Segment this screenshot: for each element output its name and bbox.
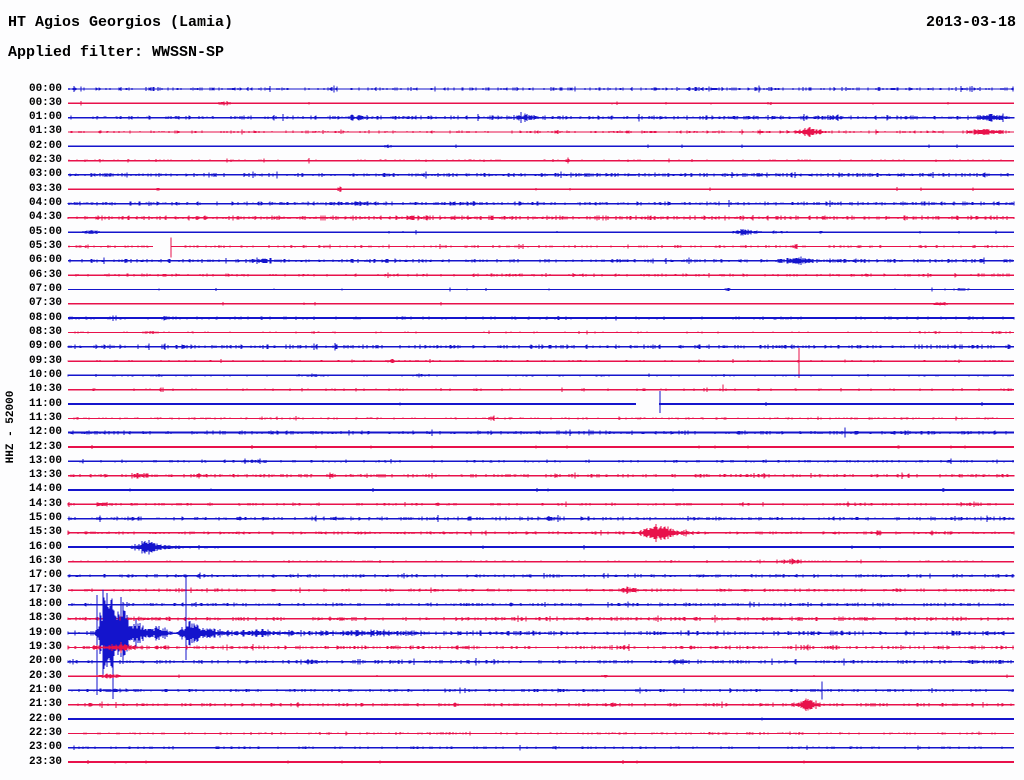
time-label-11-30: 11:30 bbox=[28, 411, 62, 424]
time-label-12-30: 12:30 bbox=[28, 440, 62, 453]
station-title: HT Agios Georgios (Lamia) bbox=[8, 14, 234, 31]
time-label-04-00: 04:00 bbox=[28, 197, 62, 210]
time-label-05-30: 05:30 bbox=[28, 240, 62, 253]
time-label-18-00: 18:00 bbox=[28, 598, 62, 611]
time-label-18-30: 18:30 bbox=[28, 612, 62, 625]
time-label-03-00: 03:00 bbox=[28, 168, 62, 181]
time-label-17-00: 17:00 bbox=[28, 569, 62, 582]
time-label-05-00: 05:00 bbox=[28, 225, 62, 238]
time-label-21-30: 21:30 bbox=[28, 698, 62, 711]
time-label-06-00: 06:00 bbox=[28, 254, 62, 267]
time-label-14-30: 14:30 bbox=[28, 497, 62, 510]
time-label-08-00: 08:00 bbox=[28, 311, 62, 324]
time-label-08-30: 08:30 bbox=[28, 325, 62, 338]
time-label-10-00: 10:00 bbox=[28, 368, 62, 381]
time-label-21-00: 21:00 bbox=[28, 683, 62, 696]
filter-label: Applied filter: WWSSN-SP bbox=[8, 44, 225, 61]
time-label-15-30: 15:30 bbox=[28, 526, 62, 539]
time-label-16-30: 16:30 bbox=[28, 555, 62, 568]
time-label-02-30: 02:30 bbox=[28, 154, 62, 167]
time-label-22-30: 22:30 bbox=[28, 726, 62, 739]
time-label-09-30: 09:30 bbox=[28, 354, 62, 367]
time-label-20-30: 20:30 bbox=[28, 669, 62, 682]
time-label-16-00: 16:00 bbox=[28, 540, 62, 553]
time-label-15-00: 15:00 bbox=[28, 512, 62, 525]
time-label-23-00: 23:00 bbox=[28, 741, 62, 754]
time-label-19-30: 19:30 bbox=[28, 640, 62, 653]
date-label: 2013-03-18 bbox=[925, 14, 1016, 31]
time-label-13-00: 13:00 bbox=[28, 454, 62, 467]
time-label-02-00: 02:00 bbox=[28, 139, 62, 152]
time-label-00-30: 00:30 bbox=[28, 96, 62, 109]
time-label-04-30: 04:30 bbox=[28, 211, 62, 224]
time-label-19-00: 19:00 bbox=[28, 626, 62, 639]
time-label-01-30: 01:30 bbox=[28, 125, 62, 138]
time-label-12-00: 12:00 bbox=[28, 426, 62, 439]
time-label-03-30: 03:30 bbox=[28, 182, 62, 195]
time-label-22-00: 22:00 bbox=[28, 712, 62, 725]
time-label-14-00: 14:00 bbox=[28, 483, 62, 496]
time-label-20-00: 20:00 bbox=[28, 655, 62, 668]
time-label-07-00: 07:00 bbox=[28, 282, 62, 295]
time-label-13-30: 13:30 bbox=[28, 469, 62, 482]
time-label-23-30: 23:30 bbox=[28, 755, 62, 768]
time-label-07-30: 07:30 bbox=[28, 297, 62, 310]
time-label-01-00: 01:00 bbox=[28, 111, 62, 124]
time-label-06-30: 06:30 bbox=[28, 268, 62, 281]
time-label-11-00: 11:00 bbox=[28, 397, 62, 410]
time-label-09-00: 09:00 bbox=[28, 340, 62, 353]
time-label-10-30: 10:30 bbox=[28, 383, 62, 396]
time-label-00-00: 00:00 bbox=[28, 82, 62, 95]
time-label-17-30: 17:30 bbox=[28, 583, 62, 596]
